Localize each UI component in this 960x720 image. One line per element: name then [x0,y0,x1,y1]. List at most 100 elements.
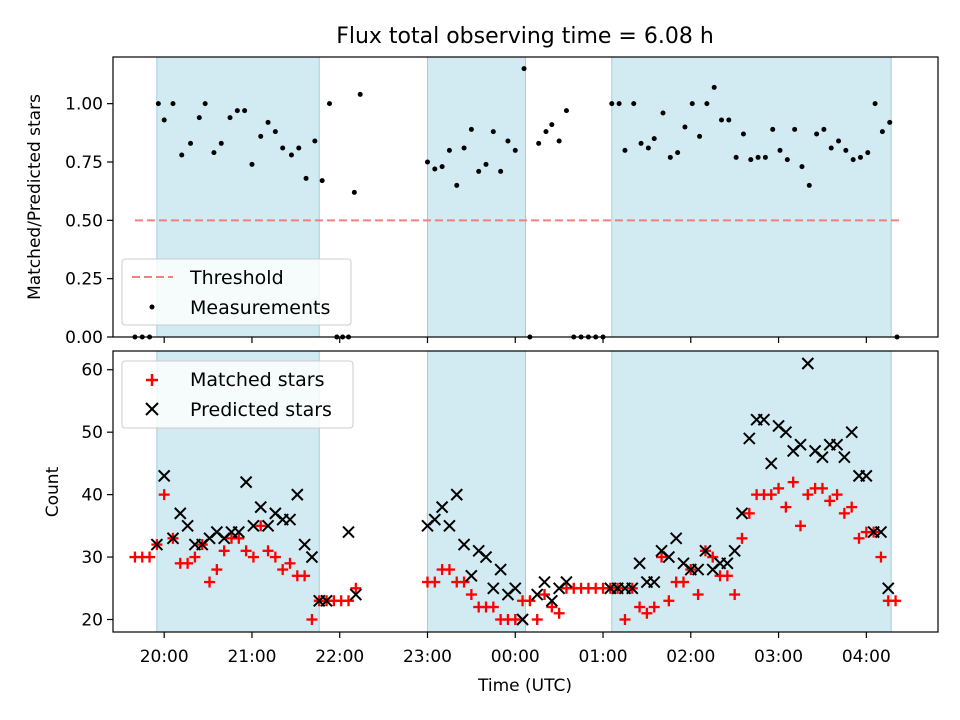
top-observing-windows [156,56,892,338]
measurement-point [312,138,318,144]
observing-window [426,56,527,338]
matched-star-marker [343,595,355,607]
predicted-star-marker [494,563,507,576]
matched-star-marker [721,570,733,582]
predicted-star-marker [516,613,529,626]
matched-star-marker [765,489,777,501]
measurement-point [454,182,460,188]
observing-window [611,56,892,338]
predicted-star-marker [801,357,815,370]
matched-star-marker [875,551,887,563]
measurement-point [806,182,812,188]
measurement-point [549,122,555,128]
predicted-star-marker [699,544,712,558]
predicted-star-marker [545,594,559,607]
matched-star-marker [692,589,704,601]
predicted-star-marker [743,432,756,445]
measurement-point [556,138,562,144]
measurement-point [258,133,264,139]
predicted-star-marker [342,525,355,539]
measurement-point [814,131,820,137]
measurement-point [536,140,542,146]
predicted-star-marker [305,550,319,564]
y-tick-label: 30 [81,548,103,568]
matched-star-marker [531,614,543,626]
predicted-star-points [150,357,895,626]
matched-star-marker [233,532,245,544]
predicted-star-marker [669,532,683,545]
matched-star-marker [189,551,201,563]
y-tick-label: 0.75 [65,153,103,173]
measurement-point [521,66,527,72]
matched-star-marker [211,564,223,576]
measurement-point [234,108,240,114]
matched-star-marker [443,564,455,576]
top-x-ticks [163,337,867,343]
predicted-star-marker [232,525,246,539]
matched-star-marker [350,582,362,594]
top-panel: 0.00 0.25 0.50 0.75 1.00 Flux total observin… [25,24,939,348]
predicted-star-marker [830,438,844,451]
chart-title: Flux total observing time = 6.08 h [336,24,714,49]
y-tick-label: 1.00 [65,95,103,115]
y-tick-label: 0.50 [65,211,103,231]
predicted-star-marker [291,488,304,501]
predicted-star-marker [428,513,442,526]
measurement-point [843,147,849,153]
measurement-point [726,117,732,123]
matched-star-marker [634,601,646,613]
measurement-point [505,138,511,144]
measurement-point [879,129,885,135]
predicted-star-marker [530,588,544,601]
bottom-panel: 20 30 40 50 60 20:00 21:00 22:00 23:00 00:00 01:0… [43,350,939,696]
matched-star-marker [546,601,558,613]
matched-star-marker [458,576,470,588]
bottom-y-axis-label: Count [43,466,63,517]
top-axes-frame [112,56,939,338]
matched-star-marker [269,551,281,563]
measurement-point [689,101,695,107]
top-legend: Threshold Measurements [121,258,352,326]
measurement-point [563,108,569,114]
measurement-point [280,145,286,151]
x-axis-label: Time (UTC) [477,676,572,696]
matched-star-marker [182,557,194,569]
measurement-point [179,152,185,158]
measurement-point [512,147,518,153]
legend-measurements-swatch [149,304,155,310]
predicted-star-marker [757,413,771,426]
legend-matched-swatch [146,374,158,386]
x-tick-label: 22:00 [315,647,364,667]
measurement-point [792,126,798,132]
matched-star-marker [853,532,865,544]
matched-star-marker [144,551,156,563]
measurement-point [682,124,688,130]
measurement-point [170,101,176,107]
matched-star-marker [838,507,850,519]
matched-star-marker [890,595,902,607]
measurement-point [188,140,194,146]
measurement-point [288,152,294,158]
measurement-point [303,175,309,181]
measurement-point [326,101,332,107]
predicted-star-marker [874,525,888,539]
matched-star-marker [677,576,689,588]
measurement-point [543,129,549,135]
measurement-point [828,145,834,151]
top-y-axis-label: Matched/Predicted stars [25,94,45,300]
measurement-point [704,101,710,107]
measurement-point [265,119,271,125]
predicted-star-marker [443,519,456,533]
predicted-star-marker [254,500,267,514]
measurement-point [357,91,363,97]
predicted-star-marker [247,519,260,533]
measurement-point [740,131,746,137]
measurement-point [609,101,615,107]
predicted-star-marker [487,582,500,595]
measurement-point [711,84,717,90]
matched-star-points [129,476,902,626]
predicted-star-marker [735,507,749,520]
predicted-star-marker [845,425,858,439]
predicted-star-marker [838,450,851,464]
